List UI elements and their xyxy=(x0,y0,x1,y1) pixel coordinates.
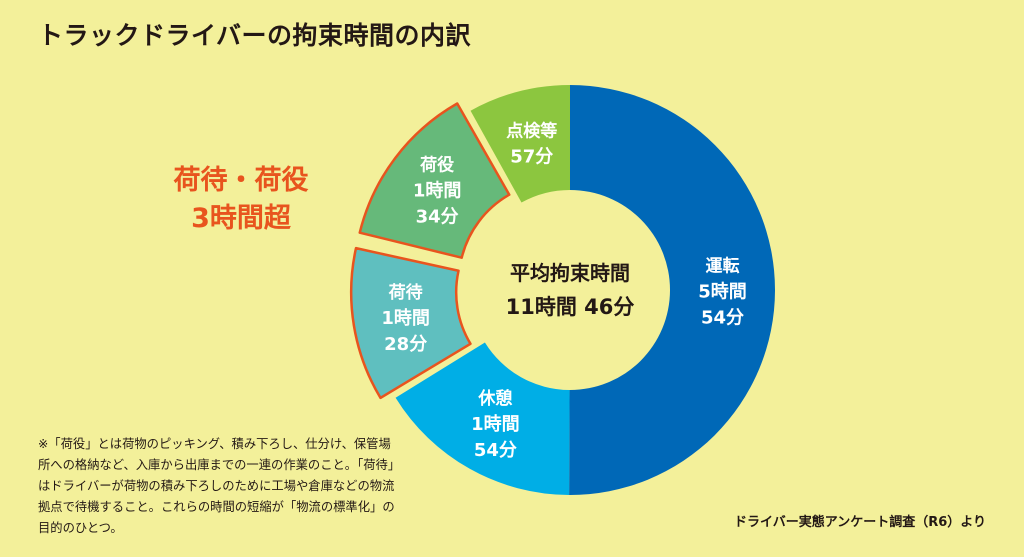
slice-4-label-0: 点検等 xyxy=(506,120,557,141)
callout-box: 荷待・荷役 3時間超 xyxy=(150,162,332,238)
slice-4 xyxy=(470,85,570,203)
slice-1-label-0: 休憩 xyxy=(477,388,512,409)
slice-3-label-2: 34分 xyxy=(416,207,459,228)
slice-2 xyxy=(349,246,472,400)
slice-0-label-0: 運転 xyxy=(705,255,739,276)
footnote: ※「荷役」とは荷物のピッキング、積み下ろし、仕分け、保管場所への格納など、入庫か… xyxy=(38,437,395,535)
callout-line1: 荷待・荷役 xyxy=(173,165,309,196)
slice-2-label-1: 1時間 xyxy=(381,308,430,329)
callout-line2: 3時間超 xyxy=(191,203,291,234)
chart-title: トラックドライバーの拘束時間の内訳 xyxy=(38,21,472,50)
donut-slices xyxy=(349,85,776,496)
slice-2-label-2: 28分 xyxy=(384,334,427,355)
center-label-title: 平均拘束時間 xyxy=(510,261,630,285)
slice-3-label-0: 荷役 xyxy=(420,155,454,176)
slice-0-label-2: 54分 xyxy=(701,307,744,328)
center-label-total: 11時間 46分 xyxy=(506,295,635,319)
slice-0-label-1: 5時間 xyxy=(698,281,747,302)
slice-4-label-1: 57分 xyxy=(510,146,553,167)
slice-1-label-2: 54分 xyxy=(474,440,517,461)
slice-1 xyxy=(395,342,570,495)
slice-3-label-1: 1時間 xyxy=(413,181,462,202)
slice-1-label-1: 1時間 xyxy=(471,414,520,435)
slice-2-label-0: 荷待 xyxy=(389,282,423,303)
source-credit: ドライバー実態アンケート調査（R6）より xyxy=(733,515,986,530)
slice-0 xyxy=(569,85,776,496)
slice-3 xyxy=(358,102,511,259)
